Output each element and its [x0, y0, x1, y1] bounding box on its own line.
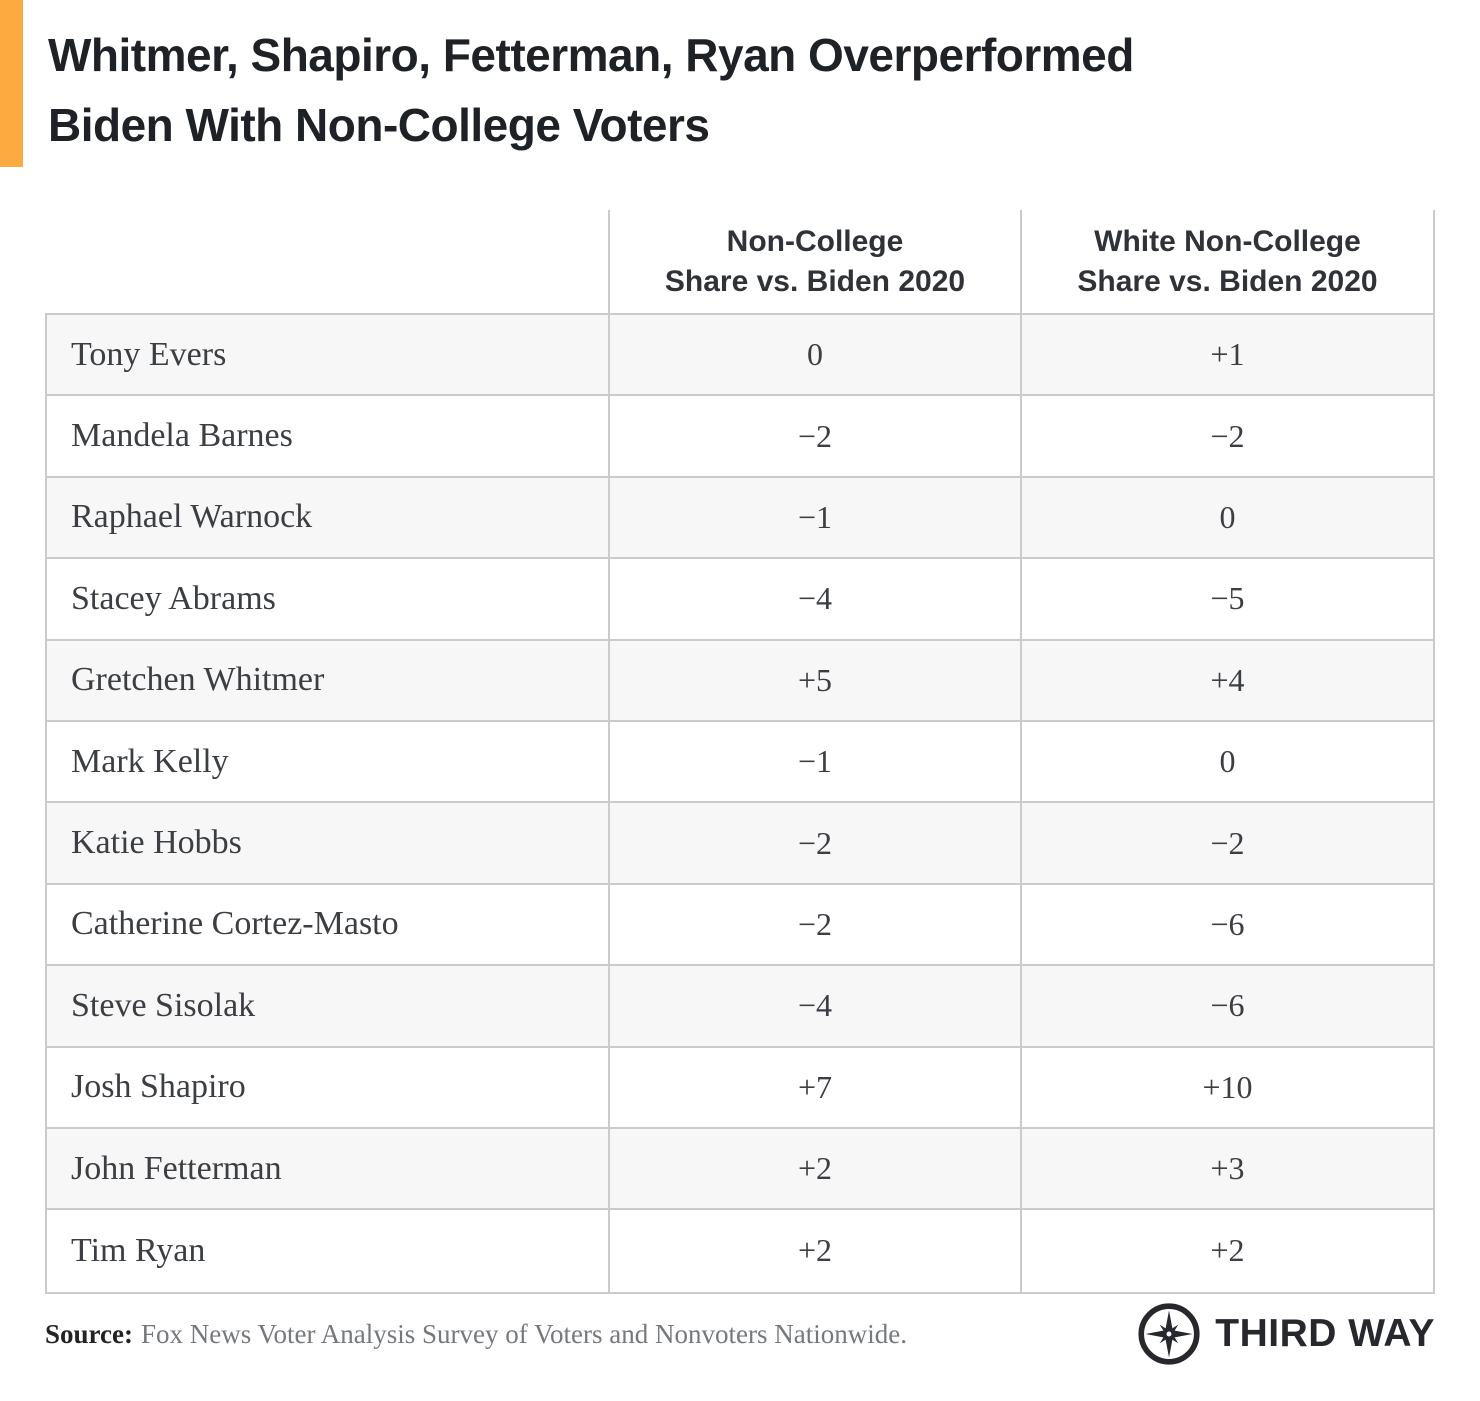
non-college-value: +7 — [608, 1047, 1020, 1127]
candidate-name: Tim Ryan — [71, 1231, 206, 1269]
non-college-value: −2 — [608, 396, 1020, 476]
candidate-name: Katie Hobbs — [71, 824, 242, 862]
non-college-value: −4 — [608, 559, 1020, 639]
table-row: Stacey Abrams −4 −5 — [47, 559, 1433, 641]
non-college-value: −1 — [608, 477, 1020, 558]
white-non-college-value: 0 — [1020, 477, 1433, 558]
source-label: Source: — [45, 1318, 133, 1349]
table-header: Non-College Share vs. Biden 2020 White N… — [45, 210, 1435, 313]
white-non-college-value: +4 — [1020, 640, 1433, 720]
white-non-college-value: −2 — [1020, 396, 1433, 476]
logo-wordmark: THIRD WAY — [1215, 1312, 1435, 1355]
white-non-college-value: −6 — [1020, 966, 1433, 1046]
candidate-name: Tony Evers — [71, 335, 227, 373]
table-body: Tony Evers 0 +1 Mandela Barnes −2 −2 Raphael W… — [45, 313, 1435, 1294]
candidate-name: Catherine Cortez-Masto — [71, 905, 399, 943]
white-non-college-value: 0 — [1020, 721, 1433, 802]
white-non-college-value: +1 — [1020, 315, 1433, 395]
table-row: Mandela Barnes −2 −2 — [47, 396, 1433, 478]
footer: Source: Fox News Voter Analysis Survey of… — [45, 1302, 1435, 1366]
column-header-white-non-college: White Non-College Share vs. Biden 2020 — [1020, 210, 1435, 313]
compass-star-icon — [1138, 1303, 1200, 1365]
candidate-name: John Fetterman — [71, 1149, 282, 1187]
accent-bar — [0, 0, 23, 167]
candidate-name: Steve Sisolak — [71, 986, 256, 1024]
table-row: Raphael Warnock −1 0 — [47, 477, 1433, 560]
table-row: Steve Sisolak −4 −6 — [47, 966, 1433, 1048]
table-row: Katie Hobbs −2 −2 — [47, 803, 1433, 885]
table-row: Mark Kelly −1 0 — [47, 721, 1433, 804]
non-college-value: +2 — [608, 1128, 1020, 1209]
non-college-value: +5 — [608, 640, 1020, 720]
candidate-name: Mandela Barnes — [71, 417, 293, 455]
candidate-name: Josh Shapiro — [71, 1068, 246, 1106]
candidate-name: Raphael Warnock — [71, 498, 313, 536]
source-text: Fox News Voter Analysis Survey of Voters… — [141, 1318, 907, 1349]
page-title-line1: Whitmer, Shapiro, Fetterman, Ryan Overpe… — [48, 29, 1134, 81]
white-non-college-value: +10 — [1020, 1047, 1433, 1127]
table-row: Tim Ryan +2 +2 — [47, 1210, 1433, 1292]
white-non-college-value: −5 — [1020, 559, 1433, 639]
third-way-logo: THIRD WAY — [1137, 1302, 1435, 1366]
candidate-name: Gretchen Whitmer — [71, 661, 325, 699]
table-row: Gretchen Whitmer +5 +4 — [47, 640, 1433, 722]
page-title: Whitmer, Shapiro, Fetterman, Ryan Overpe… — [48, 20, 1428, 160]
white-non-college-value: +2 — [1020, 1210, 1433, 1292]
table-row: Tony Evers 0 +1 — [47, 315, 1433, 397]
table-row: Catherine Cortez-Masto −2 −6 — [47, 884, 1433, 967]
table-row: John Fetterman +2 +3 — [47, 1128, 1433, 1211]
non-college-value: 0 — [608, 315, 1020, 395]
white-non-college-value: +3 — [1020, 1128, 1433, 1209]
results-table: Non-College Share vs. Biden 2020 White N… — [45, 210, 1435, 1294]
non-college-value: −4 — [608, 966, 1020, 1046]
non-college-value: −1 — [608, 721, 1020, 802]
white-non-college-value: −2 — [1020, 803, 1433, 883]
table-row: Josh Shapiro +7 +10 — [47, 1047, 1433, 1129]
source-note: Source: Fox News Voter Analysis Survey of… — [45, 1319, 907, 1350]
candidate-name: Mark Kelly — [71, 742, 229, 780]
non-college-value: +2 — [608, 1210, 1020, 1292]
non-college-value: −2 — [608, 803, 1020, 883]
column-header-non-college: Non-College Share vs. Biden 2020 — [608, 210, 1020, 313]
candidate-name: Stacey Abrams — [71, 579, 276, 617]
column-header-candidate — [45, 210, 608, 313]
non-college-value: −2 — [608, 884, 1020, 965]
white-non-college-value: −6 — [1020, 884, 1433, 965]
page-title-line2: Biden With Non-College Voters — [48, 99, 710, 151]
